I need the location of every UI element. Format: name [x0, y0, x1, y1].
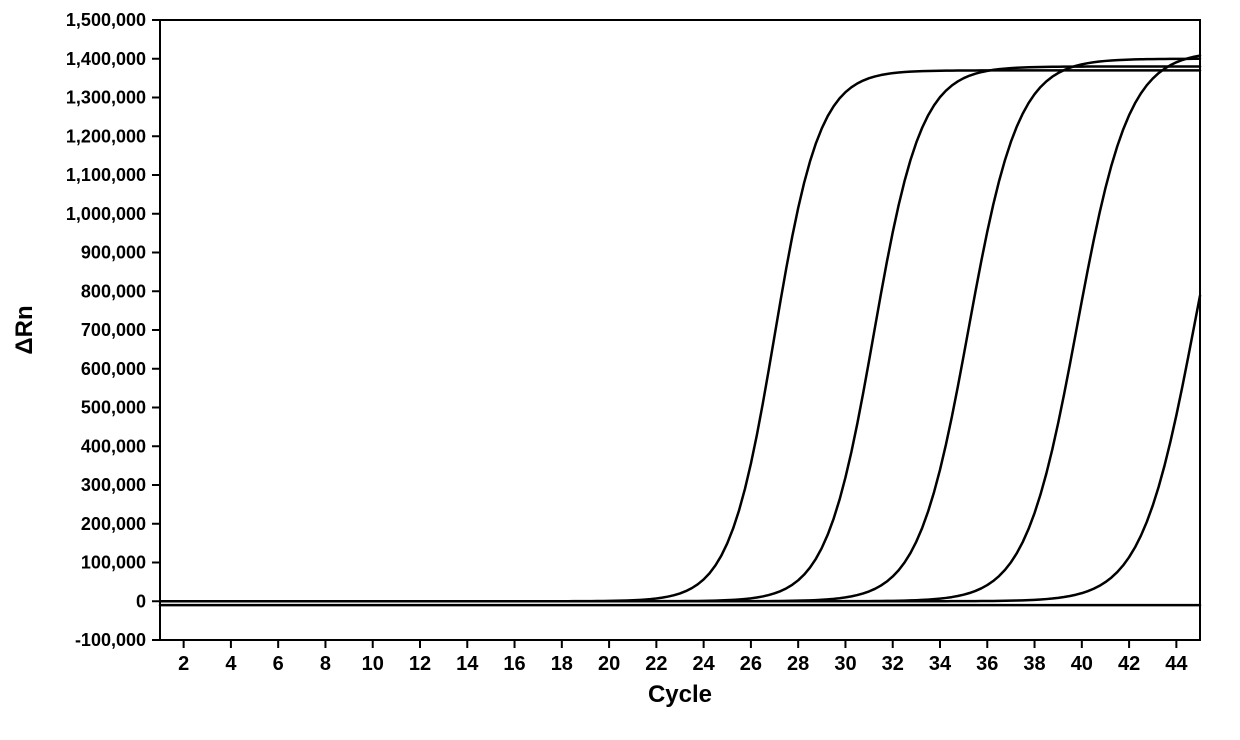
x-tick-label: 28 [787, 653, 809, 675]
x-axis-title: Cycle [648, 681, 712, 708]
chart-svg: -100,000 0 100,000 200,000 300,000 400,000 500… [0, 0, 1240, 740]
x-tick-label: 6 [273, 653, 284, 675]
y-tick-label: 500,000 [81, 398, 146, 418]
x-tick-label: 26 [740, 653, 762, 675]
y-tick-label: 1,500,000 [66, 10, 146, 30]
x-tick-label: 34 [929, 653, 952, 675]
x-tick-label: 10 [362, 653, 384, 675]
y-tick-label: 1,100,000 [66, 165, 146, 185]
y-tick-label: 800,000 [81, 281, 146, 301]
y-tick-label: 600,000 [81, 359, 146, 379]
y-tick-label: 1,400,000 [66, 49, 146, 69]
x-tick-label: 32 [882, 653, 904, 675]
y-tick-label: 200,000 [81, 514, 146, 534]
series-curve2 [160, 67, 1200, 602]
y-axis-title: ΔRn [11, 305, 38, 354]
y-tick-label: 300,000 [81, 475, 146, 495]
amplification-plot: -100,000 0 100,000 200,000 300,000 400,000 500… [0, 0, 1240, 740]
y-tick-label: 0 [136, 591, 146, 611]
x-tick-label: 24 [693, 653, 716, 675]
x-tick-label: 4 [225, 653, 237, 675]
series-curve3 [160, 59, 1200, 601]
x-tick-label: 42 [1118, 653, 1140, 675]
series-curve1 [160, 70, 1200, 601]
series-curve4 [160, 56, 1200, 602]
x-tick-label: 2 [178, 653, 189, 675]
y-tick-label: 1,200,000 [66, 126, 146, 146]
x-tick-label: 22 [645, 653, 667, 675]
x-tick-label: 30 [834, 653, 856, 675]
x-tick-label: 38 [1023, 653, 1045, 675]
x-tick-label: 12 [409, 653, 431, 675]
x-tick-label: 36 [976, 653, 998, 675]
x-tick-label: 16 [503, 653, 525, 675]
x-tick-label: 44 [1165, 653, 1188, 675]
y-tick-label: 900,000 [81, 243, 146, 263]
y-tick-label: 700,000 [81, 320, 146, 340]
x-tick-label: 14 [456, 653, 479, 675]
y-tick-label: -100,000 [75, 630, 146, 650]
y-tick-label: 400,000 [81, 436, 146, 456]
y-tick-label: 100,000 [81, 553, 146, 573]
x-tick-label: 18 [551, 653, 573, 675]
x-tick-label: 8 [320, 653, 331, 675]
series-curve5 [160, 296, 1200, 602]
x-tick-label: 40 [1071, 653, 1093, 675]
y-tick-label: 1,300,000 [66, 88, 146, 108]
y-tick-label: 1,000,000 [66, 204, 146, 224]
x-tick-label: 20 [598, 653, 620, 675]
